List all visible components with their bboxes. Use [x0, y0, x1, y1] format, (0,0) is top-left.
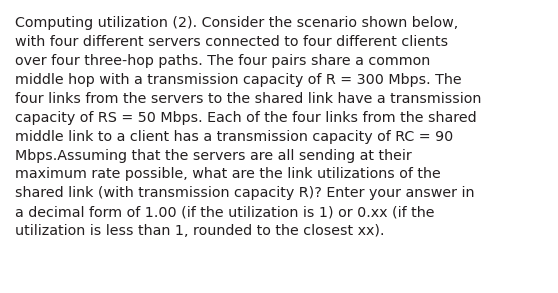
Text: Computing utilization (2). Consider the scenario shown below,
with four differen: Computing utilization (2). Consider the … — [16, 16, 482, 238]
